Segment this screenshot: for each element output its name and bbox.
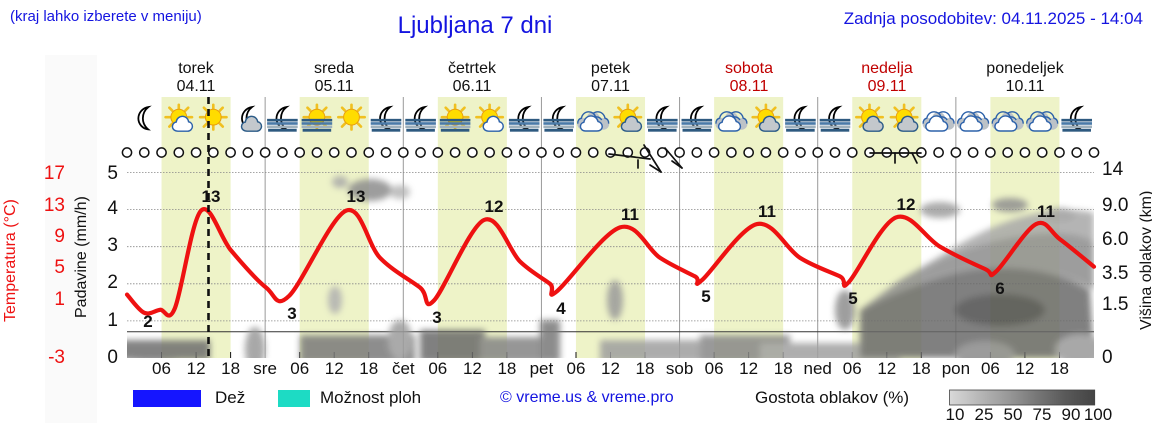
svg-text:11: 11 <box>758 202 776 221</box>
svg-text:12: 12 <box>877 359 896 378</box>
svg-text:3.5: 3.5 <box>1102 263 1128 284</box>
svg-text:18: 18 <box>636 359 655 378</box>
svg-text:11: 11 <box>1037 202 1055 221</box>
svg-text:5: 5 <box>54 257 65 278</box>
svg-text:9: 9 <box>54 226 65 247</box>
svg-text:9.0: 9.0 <box>1102 195 1128 216</box>
svg-text:18: 18 <box>221 359 240 378</box>
svg-text:14: 14 <box>1102 159 1124 180</box>
svg-text:12: 12 <box>739 359 758 378</box>
svg-text:06: 06 <box>981 359 1000 378</box>
svg-text:13: 13 <box>44 195 65 216</box>
svg-text:1.5: 1.5 <box>1102 294 1128 315</box>
svg-text:0: 0 <box>1102 347 1113 368</box>
svg-text:13: 13 <box>347 187 366 206</box>
svg-text:18: 18 <box>912 359 931 378</box>
svg-text:sob: sob <box>666 359 693 378</box>
svg-text:06: 06 <box>152 359 171 378</box>
svg-text:4: 4 <box>107 198 118 219</box>
svg-text:5: 5 <box>701 287 710 306</box>
svg-text:6: 6 <box>995 279 1004 298</box>
svg-text:18: 18 <box>497 359 516 378</box>
svg-text:12: 12 <box>601 359 620 378</box>
svg-text:čet: čet <box>392 359 415 378</box>
svg-text:5: 5 <box>107 163 118 184</box>
svg-text:2: 2 <box>143 312 152 331</box>
svg-text:3: 3 <box>107 235 118 256</box>
svg-text:12: 12 <box>463 359 482 378</box>
svg-text:1: 1 <box>54 289 65 310</box>
svg-text:pet: pet <box>530 359 554 378</box>
svg-text:12: 12 <box>325 359 344 378</box>
svg-text:18: 18 <box>1050 359 1069 378</box>
svg-text:sre: sre <box>253 359 277 378</box>
svg-text:06: 06 <box>428 359 447 378</box>
svg-text:0: 0 <box>107 347 118 368</box>
svg-text:-3: -3 <box>48 347 65 368</box>
svg-text:13: 13 <box>202 187 221 206</box>
svg-text:3: 3 <box>432 308 441 327</box>
svg-text:5: 5 <box>848 289 857 308</box>
svg-text:ned: ned <box>804 359 832 378</box>
svg-text:18: 18 <box>774 359 793 378</box>
svg-text:pon: pon <box>942 359 970 378</box>
svg-text:11: 11 <box>621 205 639 224</box>
svg-text:6.0: 6.0 <box>1102 229 1128 250</box>
svg-text:12: 12 <box>485 197 504 216</box>
svg-text:18: 18 <box>359 359 378 378</box>
svg-text:06: 06 <box>705 359 724 378</box>
svg-text:06: 06 <box>567 359 586 378</box>
svg-text:12: 12 <box>1015 359 1034 378</box>
svg-text:06: 06 <box>843 359 862 378</box>
svg-text:1: 1 <box>107 310 118 331</box>
svg-text:2: 2 <box>107 272 118 293</box>
svg-text:4: 4 <box>556 299 566 318</box>
svg-text:17: 17 <box>44 163 65 184</box>
svg-text:06: 06 <box>290 359 309 378</box>
svg-text:12: 12 <box>897 195 916 214</box>
svg-text:3: 3 <box>287 304 296 323</box>
svg-text:12: 12 <box>187 359 206 378</box>
